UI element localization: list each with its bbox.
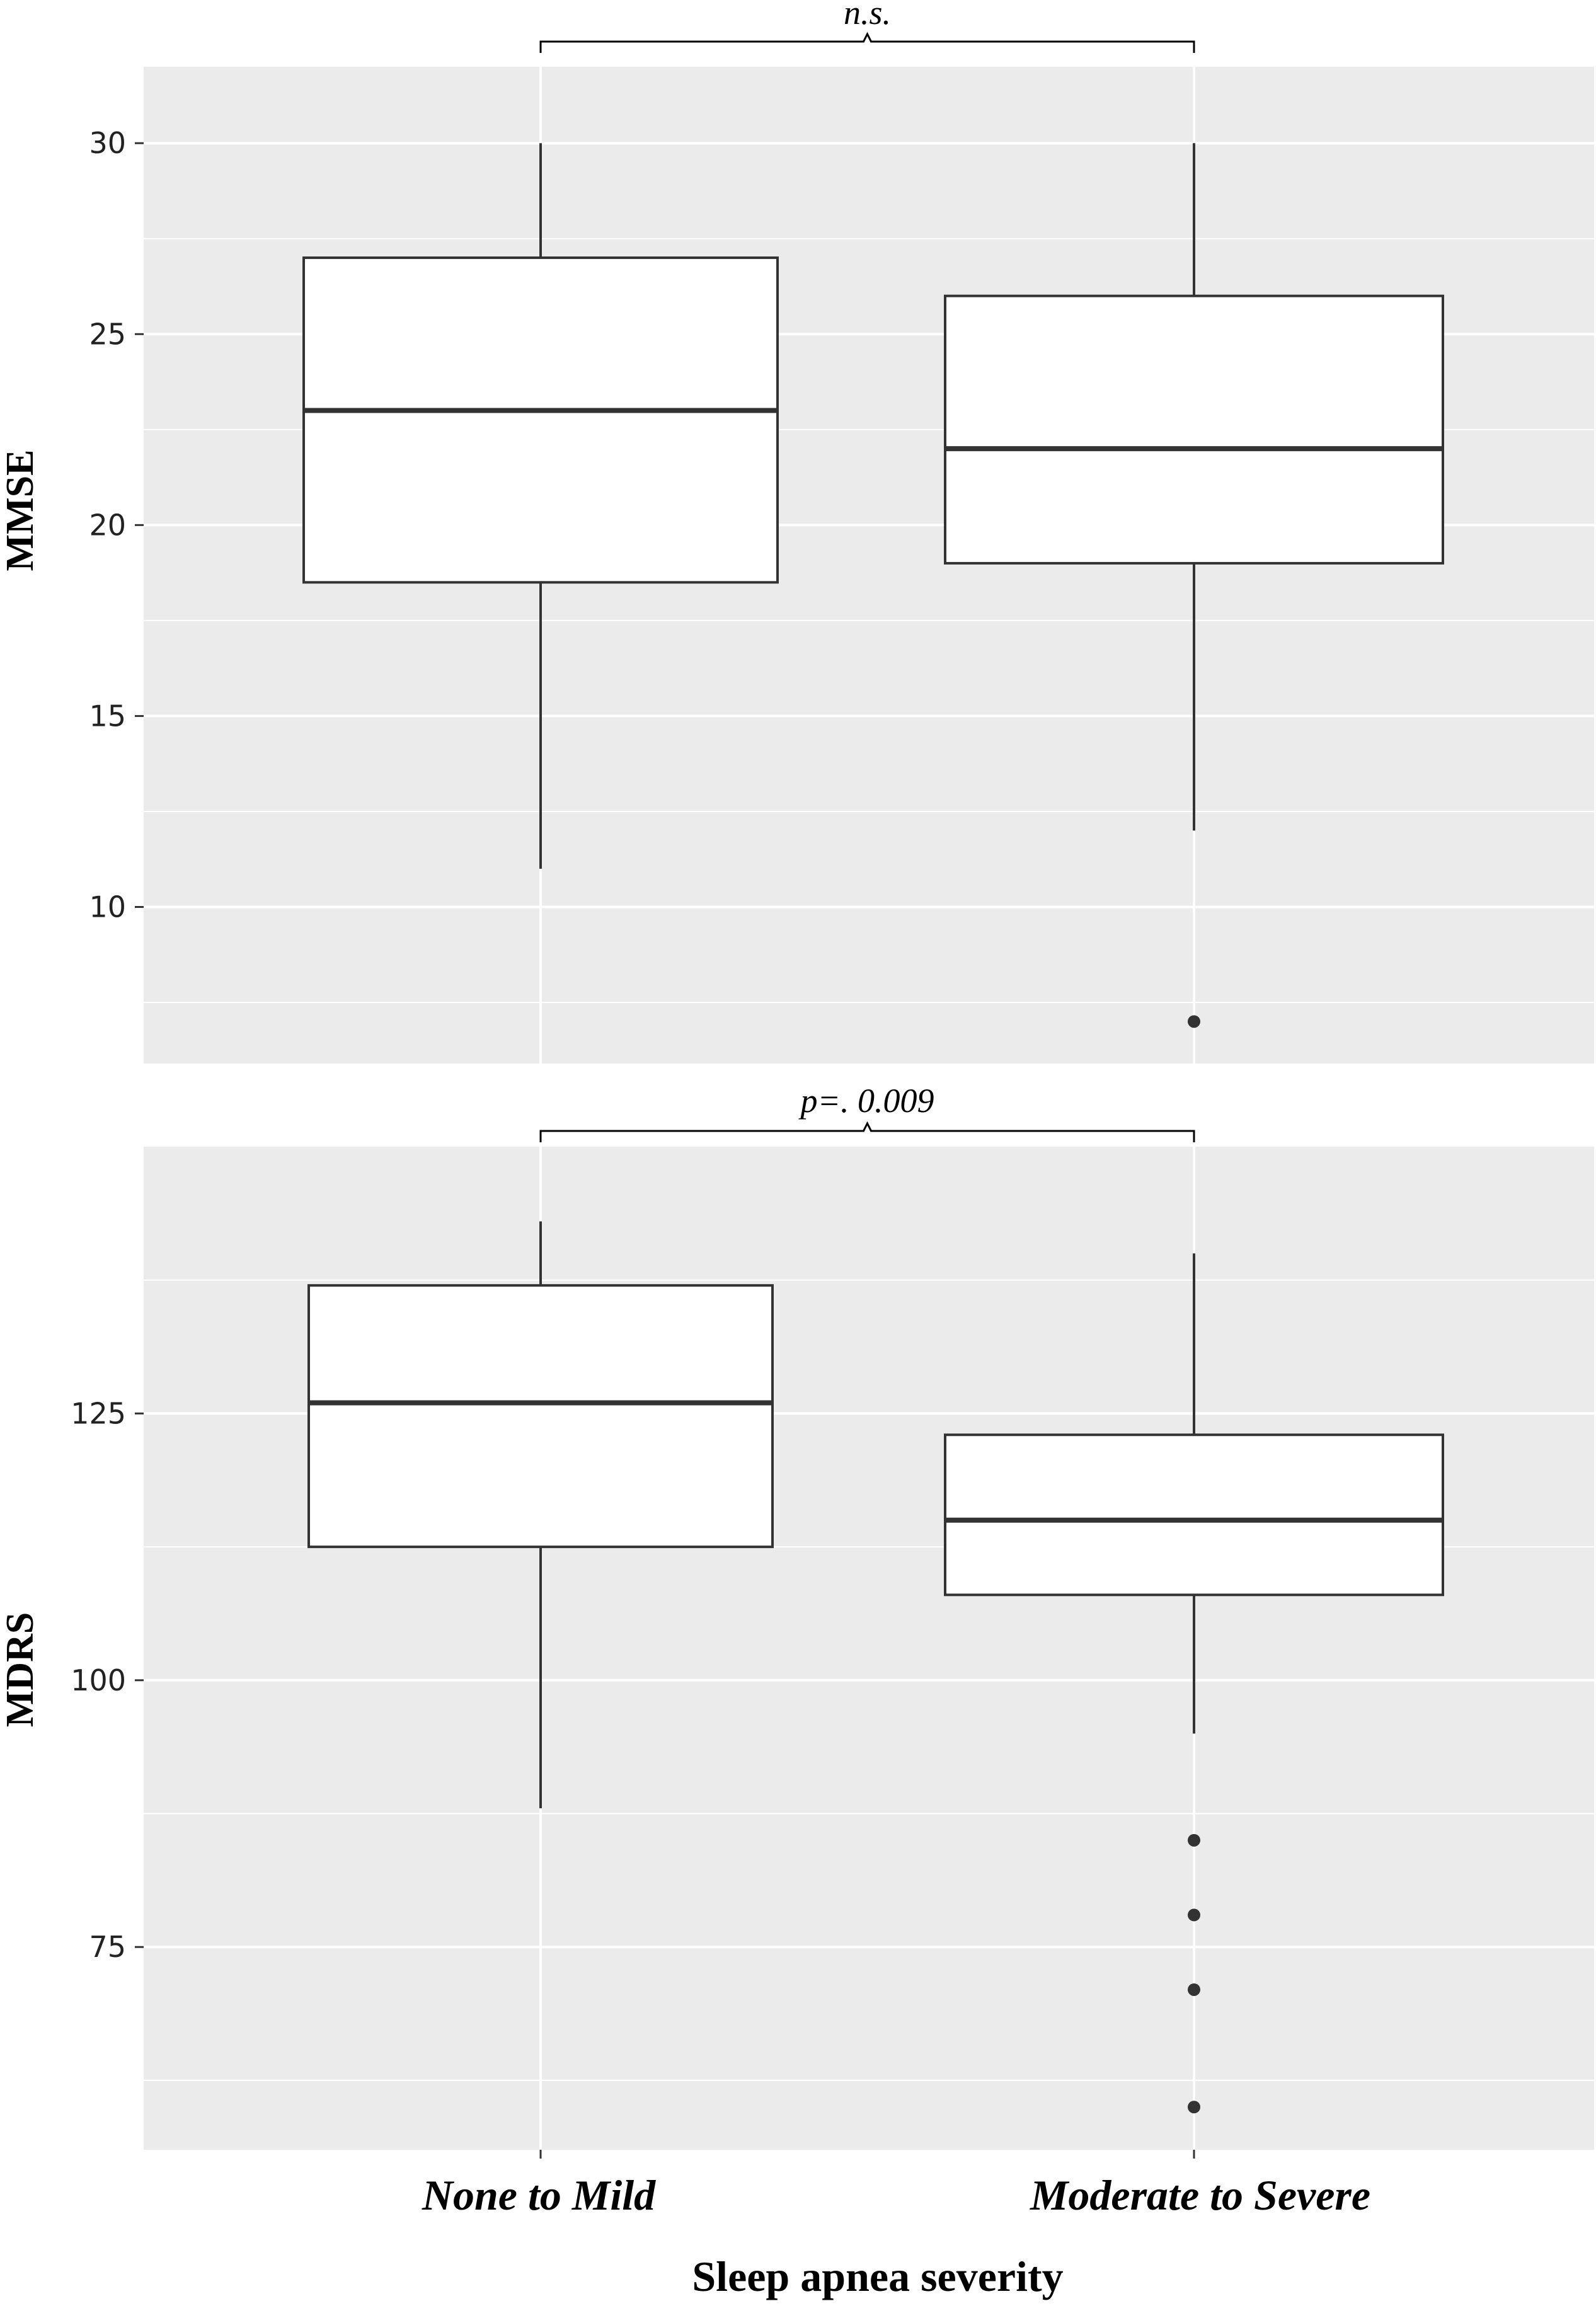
- mdrs-bracket-line: [539, 1121, 1195, 1142]
- mdrs-y-axis-title: MDRS: [0, 1612, 42, 1728]
- mdrs-y-ticks: 75 100 125: [71, 1396, 144, 1964]
- mdrs-moderate-to-severe-outlier-point: [1188, 2101, 1200, 2114]
- mdrs-moderate-to-severe-outlier-point: [1188, 1908, 1200, 1922]
- mmse-y-tick-label: 30: [89, 126, 126, 160]
- x-category-label-none-to-mild: None to Mild: [422, 2171, 656, 2219]
- x-category-label-moderate-to-severe: Moderate to Severe: [1030, 2171, 1370, 2219]
- mdrs-significance-label: p=. 0.009: [798, 1082, 934, 1120]
- mmse-y-axis-title: MMSE: [0, 450, 42, 571]
- x-axis-title: Sleep apnea severity: [692, 2252, 1063, 2300]
- mmse-y-tick-label: 20: [89, 508, 126, 542]
- mdrs-moderate-to-severe-outlier-point: [1188, 1983, 1200, 1996]
- mdrs-y-tick-label: 100: [71, 1663, 126, 1697]
- mdrs-moderate-to-severe-outlier-point: [1188, 1833, 1200, 1847]
- mmse-significance-label: n.s.: [844, 0, 891, 32]
- mdrs-moderate-to-severe-box: [944, 1433, 1444, 1597]
- mdrs-none-to-mild-box: [307, 1284, 774, 1549]
- mdrs-panel: 75 100 125 p=. 0.009 MDRS: [0, 1082, 1594, 2150]
- mmse-y-tick-label: 10: [89, 890, 126, 924]
- x-axis: None to Mild Moderate to Severe Sleep ap…: [422, 2150, 1370, 2300]
- mdrs-y-tick-label: 125: [71, 1396, 126, 1430]
- mmse-comparison-bracket: n.s.: [539, 0, 1195, 53]
- mdrs-boxes: [307, 1221, 1444, 2114]
- mmse-y-tick-label: 25: [89, 317, 126, 351]
- mmse-moderate-to-severe-outlier-point: [1188, 1015, 1200, 1028]
- mmse-y-ticks: 10 15 20 25 30: [89, 126, 144, 924]
- mmse-bracket-line: [539, 32, 1195, 53]
- mmse-boxes: [302, 143, 1444, 1028]
- mmse-panel: 10 15 20 25 30 n.s. MMSE: [0, 0, 1594, 1064]
- mdrs-y-tick-label: 75: [89, 1930, 126, 1964]
- mmse-none-to-mild-box: [302, 256, 779, 584]
- mdrs-comparison-bracket: p=. 0.009: [539, 1082, 1195, 1142]
- mmse-moderate-to-severe-box: [944, 294, 1444, 565]
- mmse-y-tick-label: 15: [89, 699, 126, 733]
